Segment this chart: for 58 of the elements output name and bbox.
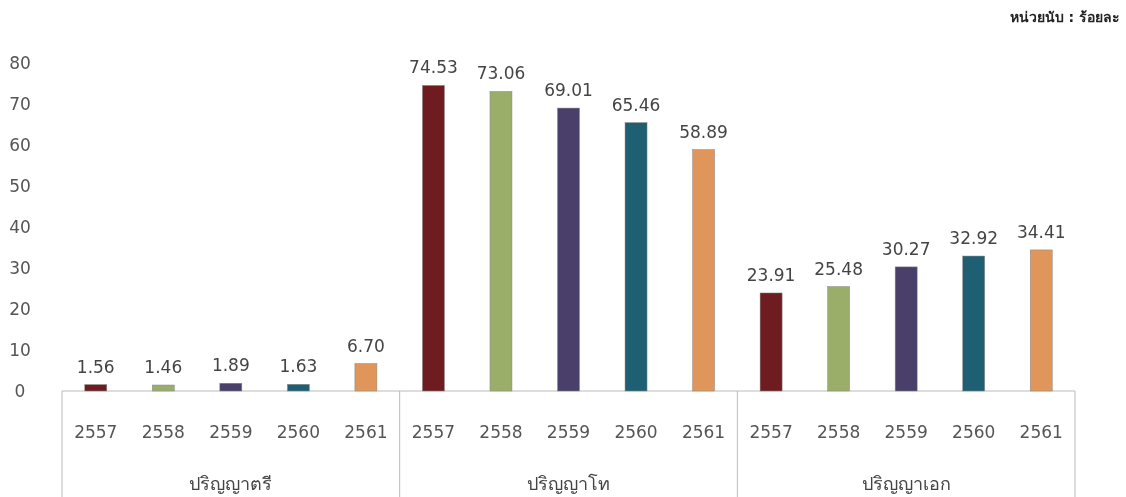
- series-label: 2557: [74, 422, 118, 442]
- text: 2560: [952, 422, 996, 442]
- x-tick-label: ปริญญาตรี: [189, 473, 273, 494]
- data-label: 34.41: [1016, 221, 1066, 242]
- data-label: 65.46: [611, 94, 661, 115]
- data-label: 30.27: [881, 238, 931, 259]
- bar: [354, 363, 378, 392]
- data-label: 1.89: [211, 355, 250, 376]
- data-label: 32.92: [949, 228, 999, 249]
- series-label: 2561: [344, 422, 388, 442]
- data-label: 69.01: [544, 80, 593, 101]
- data-label: 1.56: [76, 356, 115, 377]
- text: 2558: [817, 422, 861, 442]
- y-tick-label: 30: [9, 258, 31, 278]
- series-label: 2559: [546, 422, 591, 442]
- y-tick-label: 50: [9, 176, 31, 196]
- data-label: 74.53: [409, 57, 458, 78]
- series-label: 2560: [276, 422, 320, 442]
- bar: [422, 85, 445, 392]
- y-tick-label: 80: [9, 53, 31, 73]
- data-label: 58.89: [679, 121, 728, 142]
- bar: [489, 91, 513, 392]
- series-label: 2558: [141, 422, 185, 442]
- data-label: 23.91: [746, 264, 796, 285]
- data-label: 25.48: [814, 258, 863, 279]
- text: 2561: [1019, 422, 1063, 442]
- y-tick-label: 0: [14, 381, 26, 401]
- text: 2561: [681, 422, 726, 442]
- x-tick-label: ปริญญาโท: [527, 473, 610, 494]
- text: 2559: [209, 422, 253, 442]
- text: 2557: [749, 422, 793, 442]
- y-tick-label: 40: [9, 217, 31, 237]
- bar: [624, 122, 648, 392]
- bar: [759, 292, 783, 392]
- y-tick-label: 70: [9, 94, 31, 114]
- bar: [962, 255, 985, 392]
- text: 2558: [479, 422, 523, 442]
- text: 2557: [411, 422, 456, 442]
- bar: [692, 149, 715, 392]
- text: 2559: [884, 422, 928, 442]
- bar: [1029, 249, 1053, 392]
- bar: [219, 383, 243, 392]
- text: หน่วยนับ : ร้อยละ: [1009, 9, 1120, 25]
- bar: [894, 266, 918, 392]
- bar: [557, 107, 580, 392]
- y-tick-label: 20: [9, 299, 31, 319]
- data-label: 1.63: [279, 356, 318, 377]
- data-label: 6.70: [346, 335, 385, 356]
- data-label: 73.06: [476, 63, 526, 84]
- bar: [287, 384, 310, 392]
- x-tick-label: ปริญญาเอก: [861, 473, 951, 494]
- y-tick-label: 10: [9, 340, 31, 360]
- text: 2560: [614, 422, 658, 442]
- bar: [84, 384, 108, 392]
- data-label: 1.46: [144, 357, 183, 378]
- bar: [827, 286, 850, 392]
- y-tick-label: 60: [9, 135, 31, 155]
- bar: [152, 384, 175, 392]
